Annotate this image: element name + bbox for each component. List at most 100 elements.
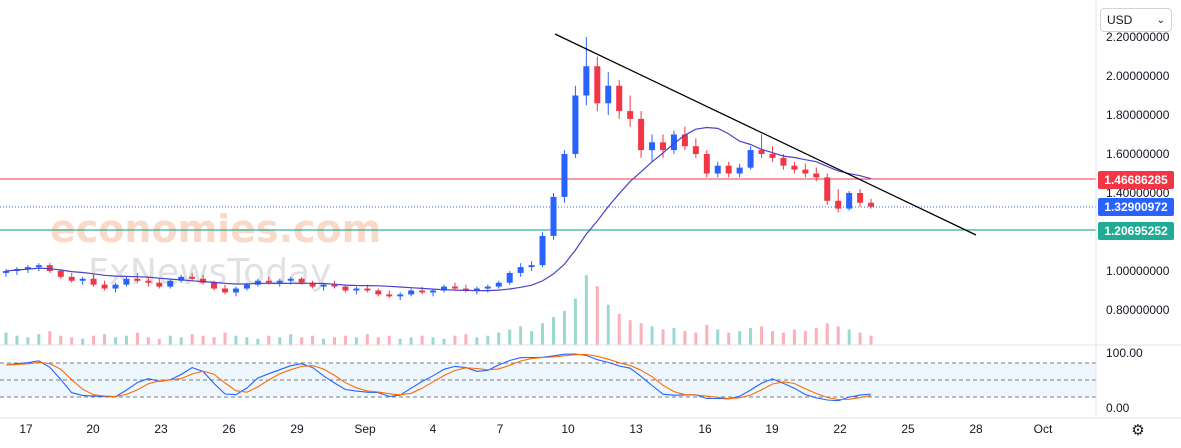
volume-bar bbox=[289, 334, 293, 345]
time-axis-tick: 7 bbox=[497, 422, 504, 436]
candle bbox=[189, 272, 196, 281]
volume-bar bbox=[48, 331, 52, 345]
candle bbox=[430, 288, 437, 297]
volume-bar bbox=[858, 332, 862, 345]
candle bbox=[649, 134, 656, 162]
time-axis-tick: 25 bbox=[901, 422, 915, 436]
candle bbox=[309, 280, 316, 289]
price-axis-tick: 2.00000000 bbox=[1106, 69, 1170, 83]
candle bbox=[627, 95, 634, 127]
volume-bar bbox=[333, 337, 336, 345]
candle bbox=[79, 276, 86, 285]
volume-bar bbox=[124, 335, 128, 345]
volume-bar bbox=[103, 334, 107, 345]
volume-bar bbox=[179, 337, 183, 345]
volume-bar bbox=[530, 331, 534, 345]
candle bbox=[561, 150, 568, 203]
price-axis[interactable]: 2.20000000 2.00000000 1.80000000 1.60000000… bbox=[1106, 30, 1170, 317]
volume-bar bbox=[464, 334, 468, 345]
volume-bar bbox=[245, 337, 249, 345]
candle bbox=[408, 288, 415, 297]
candle bbox=[167, 278, 174, 289]
price-axis-tick: 0.80000000 bbox=[1106, 303, 1170, 317]
moving-average-line bbox=[5, 126, 872, 292]
volume-bar bbox=[26, 337, 30, 345]
candle bbox=[57, 269, 64, 279]
price-axis-tick: 2.20000000 bbox=[1106, 30, 1170, 44]
volume-bar bbox=[781, 332, 785, 345]
volume-bar bbox=[519, 326, 523, 345]
volume-bar bbox=[70, 337, 74, 345]
volume-bar bbox=[584, 275, 588, 345]
time-axis-tick: 20 bbox=[86, 422, 100, 436]
volume-bar bbox=[694, 332, 698, 345]
volume-bar bbox=[278, 337, 282, 345]
candle bbox=[13, 267, 20, 275]
candle bbox=[375, 288, 382, 297]
candle bbox=[462, 284, 469, 293]
time-axis-tick: 13 bbox=[629, 422, 643, 436]
volume-bar bbox=[256, 338, 260, 345]
candle bbox=[791, 161, 798, 174]
volume-bar bbox=[59, 335, 63, 345]
trendline[interactable] bbox=[554, 33, 977, 236]
candle bbox=[583, 37, 590, 106]
candle bbox=[802, 163, 809, 178]
volume-bar bbox=[595, 286, 599, 345]
candle bbox=[35, 263, 42, 271]
volume-bar bbox=[869, 335, 873, 345]
candle bbox=[506, 271, 513, 285]
candle bbox=[145, 276, 152, 287]
candle bbox=[670, 130, 677, 154]
candle bbox=[3, 269, 9, 277]
candle bbox=[594, 56, 601, 112]
candle bbox=[572, 85, 579, 158]
candle bbox=[222, 284, 228, 295]
volume-bar bbox=[201, 335, 205, 345]
candle bbox=[857, 189, 864, 207]
candle bbox=[451, 282, 458, 291]
currency-dropdown[interactable]: USD ⌄ bbox=[1100, 8, 1172, 32]
candle bbox=[550, 193, 557, 240]
candle bbox=[517, 263, 524, 277]
price-axis-tick: 1.00000000 bbox=[1106, 264, 1170, 278]
gear-icon[interactable]: ⚙ bbox=[1131, 422, 1145, 439]
volume-bar bbox=[683, 331, 687, 345]
volume-bar bbox=[803, 331, 807, 345]
time-axis-tick: 10 bbox=[561, 422, 575, 436]
candle bbox=[824, 173, 831, 205]
candle bbox=[703, 150, 710, 178]
volume-bar bbox=[92, 335, 96, 345]
time-axis[interactable]: 17 20 23 26 29 Sep 4 7 10 13 16 19 22 25 28 Oct bbox=[19, 422, 1053, 436]
volume-bars bbox=[4, 275, 873, 345]
candle bbox=[758, 134, 765, 158]
volume-bar bbox=[716, 329, 720, 345]
volume-bar bbox=[431, 337, 435, 345]
volume-bar bbox=[847, 329, 851, 345]
volume-bar bbox=[738, 331, 742, 345]
volume-bar bbox=[552, 317, 555, 345]
volume-bar bbox=[661, 329, 665, 345]
volume-bar bbox=[37, 334, 41, 345]
candle bbox=[616, 79, 623, 119]
time-axis-tick: 23 bbox=[154, 422, 168, 436]
volume-bar bbox=[562, 310, 566, 345]
volume-bar bbox=[617, 314, 621, 345]
volume-bar bbox=[814, 327, 818, 345]
candle bbox=[725, 161, 732, 178]
candle bbox=[747, 146, 754, 170]
volume-bar bbox=[486, 335, 490, 345]
volume-bar bbox=[354, 337, 358, 345]
volume-bar bbox=[760, 326, 764, 345]
volume-bar bbox=[376, 337, 380, 345]
candle bbox=[692, 138, 699, 158]
candle bbox=[254, 278, 261, 287]
candle bbox=[484, 284, 491, 293]
candle bbox=[178, 274, 185, 283]
volume-bar bbox=[81, 338, 85, 345]
volume-bar bbox=[497, 332, 501, 345]
volume-bar bbox=[234, 335, 238, 345]
volume-bar bbox=[639, 323, 643, 345]
time-axis-tick: 26 bbox=[222, 422, 236, 436]
